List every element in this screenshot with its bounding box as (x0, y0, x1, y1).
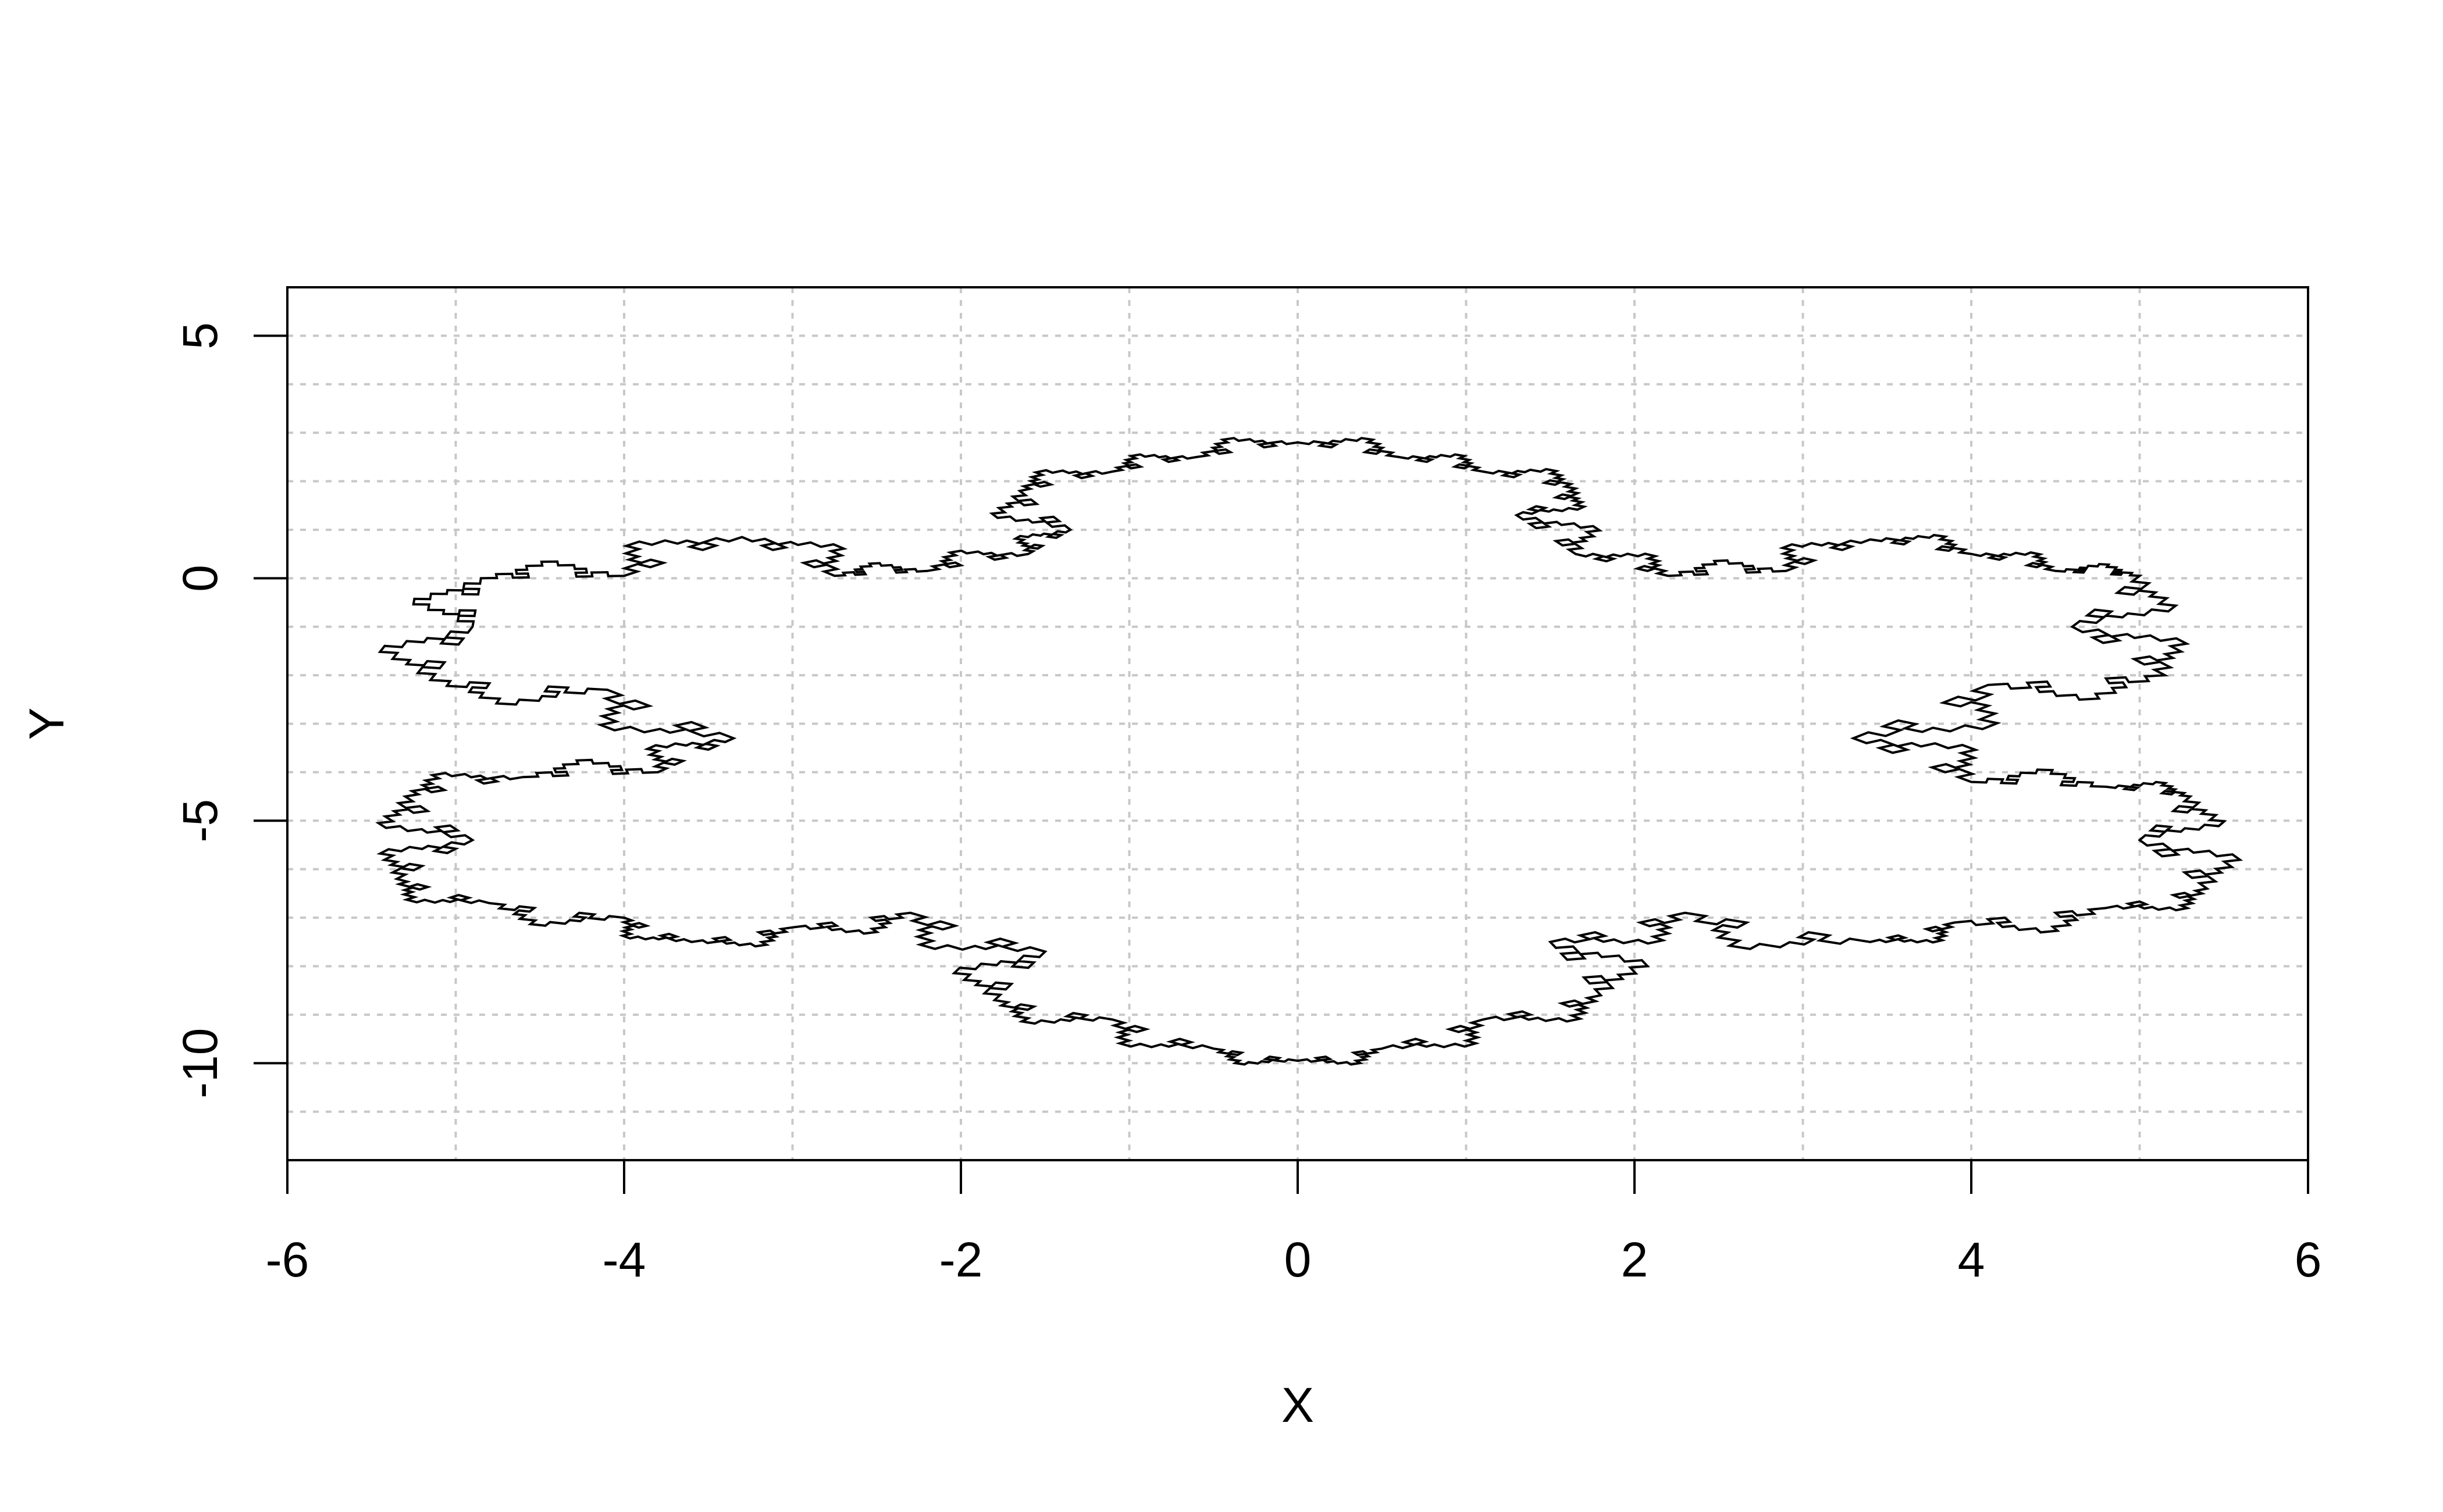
x-tick-label: 2 (1621, 1232, 1648, 1287)
x-axis-label: X (1281, 1378, 1314, 1432)
x-tick-label: 4 (1958, 1232, 1985, 1287)
y-tick-label: -5 (173, 799, 227, 843)
x-axis: -6 -4 -2 0 2 4 6 (266, 1159, 2322, 1287)
y-tick-label: -10 (173, 1028, 227, 1099)
y-axis: -10 -5 0 5 (173, 322, 289, 1099)
x-tick-label: -4 (603, 1232, 646, 1287)
x-tick-label: 6 (2295, 1232, 2322, 1287)
series-line-0 (375, 437, 2243, 1066)
x-tick-label: -2 (939, 1232, 983, 1287)
grid-lines (287, 287, 2308, 1160)
x-tick-label: 0 (1284, 1232, 1312, 1287)
x-tick-label: -6 (266, 1232, 309, 1287)
y-tick-label: 0 (173, 565, 227, 592)
series-layer (375, 437, 2243, 1066)
y-tick-label: 5 (173, 322, 227, 350)
y-axis-label: Y (19, 707, 74, 740)
